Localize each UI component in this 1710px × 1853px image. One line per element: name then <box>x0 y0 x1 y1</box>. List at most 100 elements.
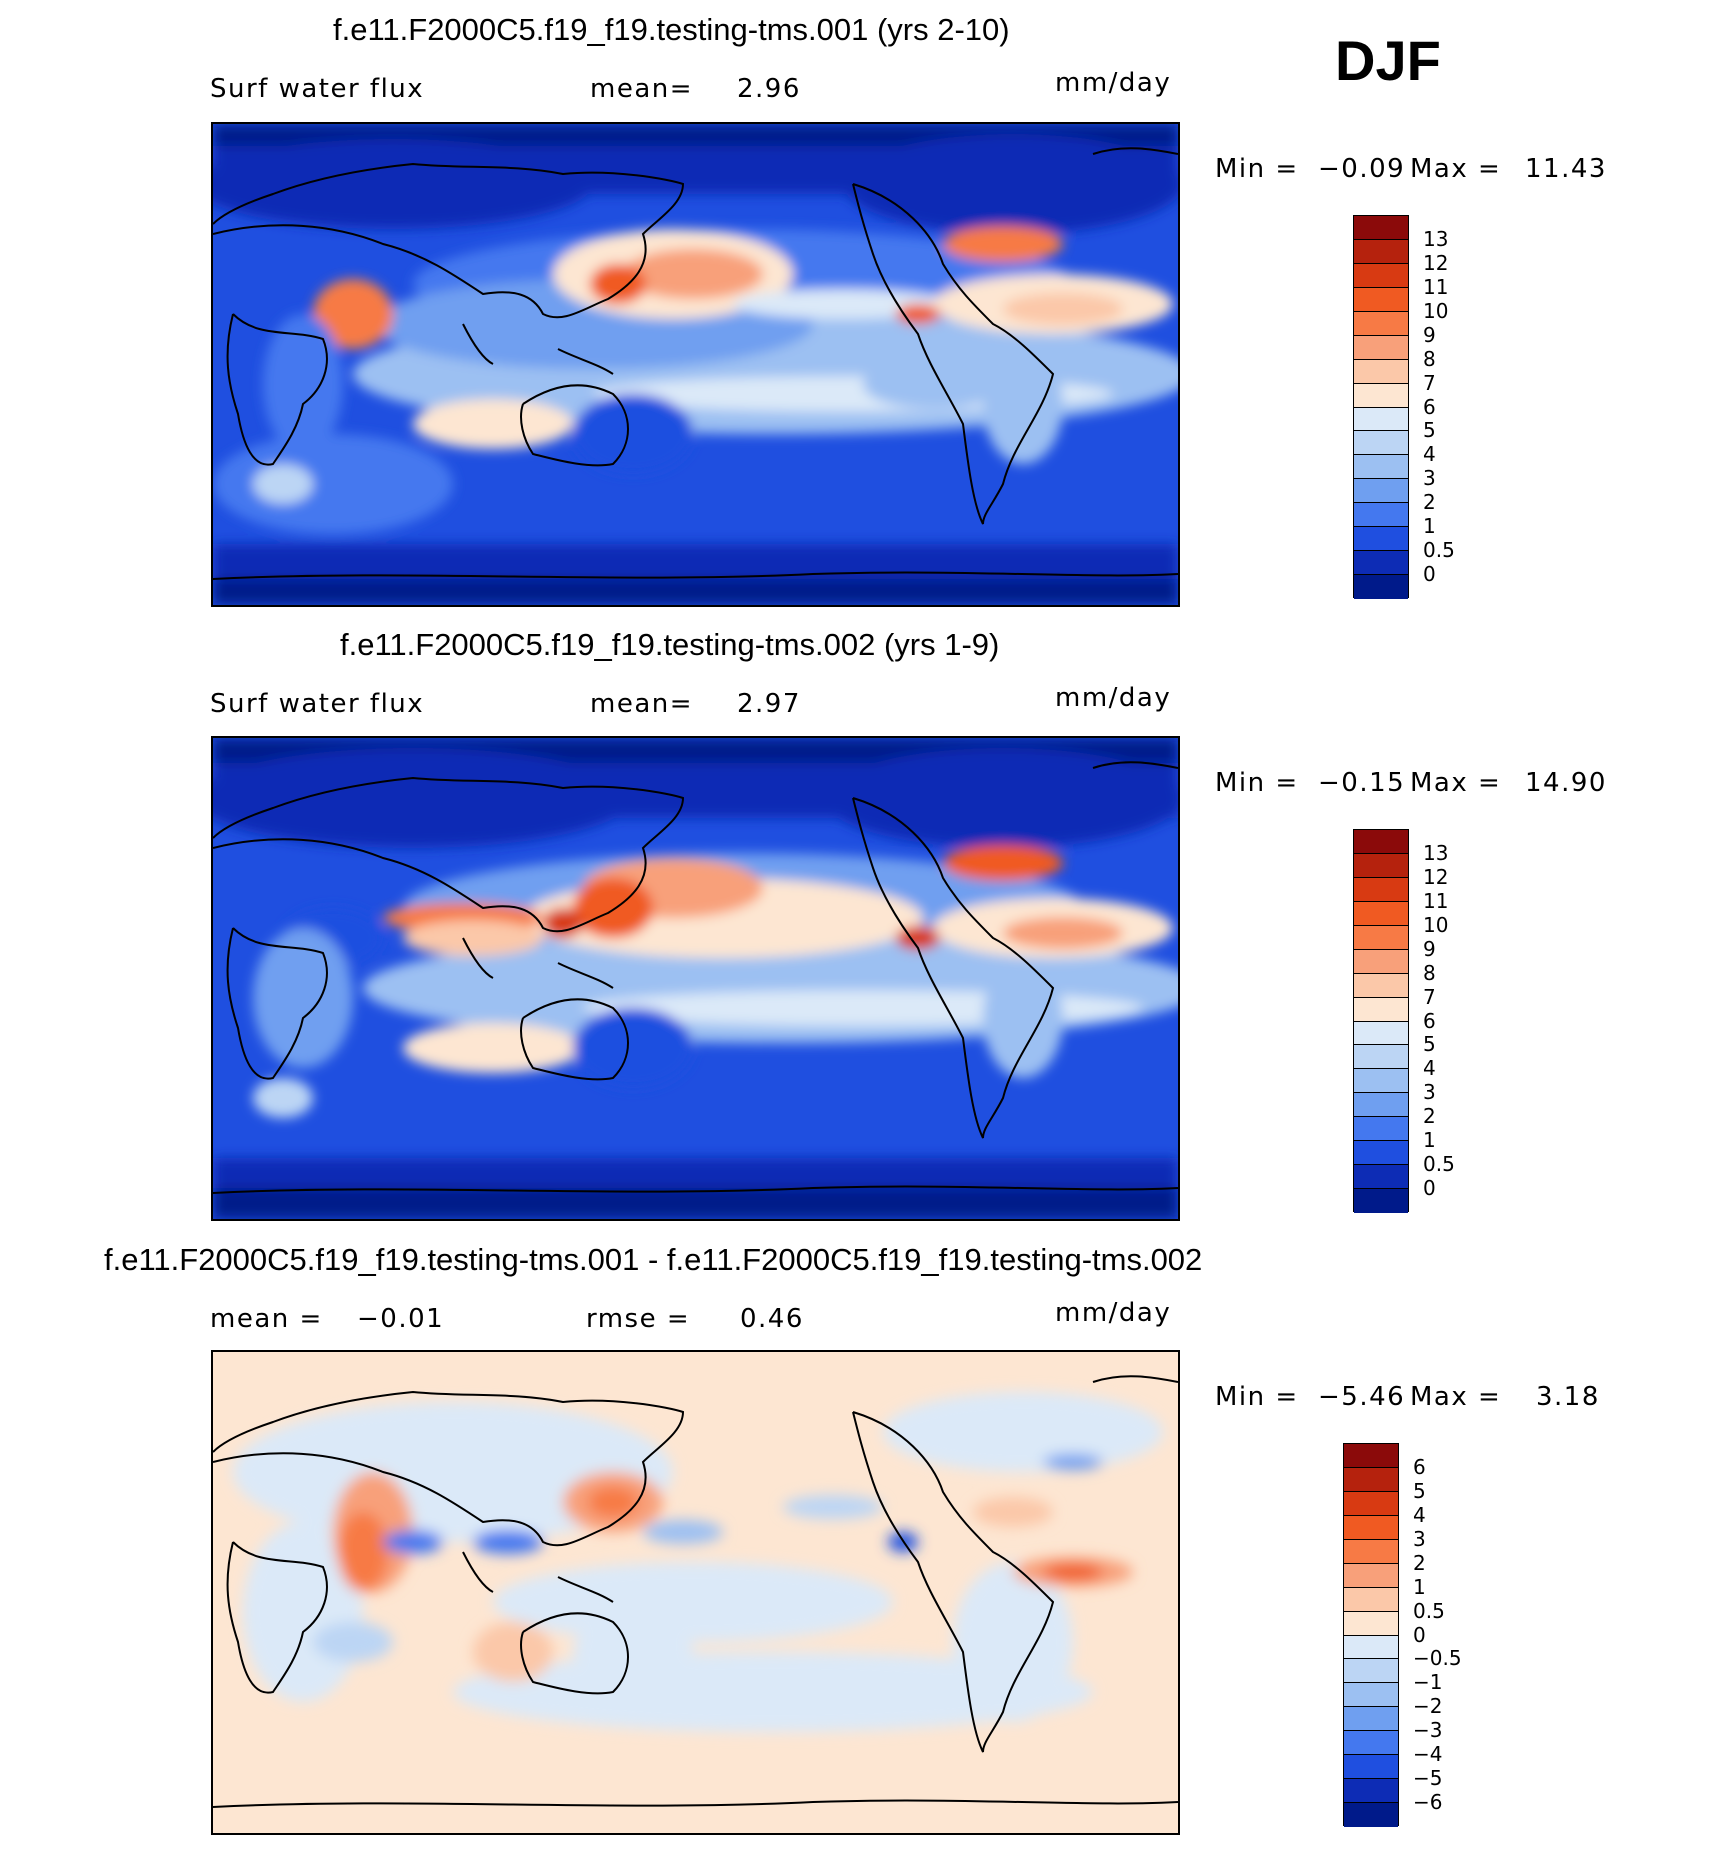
panel-3-colorbar-segment <box>1344 1683 1398 1708</box>
panel-3-colorbar-segment <box>1344 1515 1398 1540</box>
panel-2-colorbar-tick-label: 8 <box>1423 960 1436 985</box>
panel-3-rmse-label: rmse = <box>586 1304 691 1334</box>
panel-3-colorbar-segment <box>1344 1467 1398 1492</box>
panel-3-colorbar-segment <box>1344 1779 1398 1804</box>
panel-2-colorbar-tick-label: 7 <box>1423 984 1436 1009</box>
panel-1-colorbar <box>1353 215 1409 599</box>
panel-1-colorbar-segment <box>1354 479 1408 504</box>
panel-3-colorbar-segment <box>1344 1563 1398 1588</box>
panel-2-colorbar-tick-label: 4 <box>1423 1056 1436 1081</box>
panel-3-colorbar-tick-label: 1 <box>1413 1574 1426 1599</box>
panel-1-colorbar-tick-label: 11 <box>1423 274 1449 299</box>
panel-2-max-value: 14.90 <box>1525 768 1607 798</box>
panel-1-colorbar-segment <box>1354 335 1408 360</box>
panel-3-colorbar-tick-label: −6 <box>1413 1790 1443 1815</box>
panel-3-colorbar-segment <box>1344 1539 1398 1564</box>
panel-3-colorbar-tick-label: −3 <box>1413 1718 1443 1743</box>
panel-2-colorbar-segment <box>1354 1021 1408 1046</box>
panel-1-colorbar-segment <box>1354 311 1408 336</box>
panel-2-colorbar-tick-label: 5 <box>1423 1032 1436 1057</box>
panel-2-colorbar-segment <box>1354 973 1408 998</box>
panel-3-colorbar-segment <box>1344 1707 1398 1732</box>
panel-1-colorbar-tick-label: 2 <box>1423 490 1436 515</box>
panel-3-map <box>211 1350 1180 1835</box>
panel-1-colorbar-tick-label: 6 <box>1423 394 1436 419</box>
panel-2-coastlines <box>213 761 1178 1194</box>
panel-3-colorbar-tick-label: −5 <box>1413 1766 1443 1791</box>
panel-2-map-field <box>213 738 1178 1219</box>
panel-1-variable-label: Surf water flux <box>210 74 425 104</box>
panel-3-colorbar-segment <box>1344 1491 1398 1516</box>
panel-1-colorbar-segment <box>1354 383 1408 408</box>
panel-1-colorbar-tick-label: 12 <box>1423 250 1449 275</box>
panel-2-min-label: Min = <box>1215 768 1299 798</box>
panel-1-colorbar-segment <box>1354 216 1408 240</box>
panel-2-variable-label: Surf water flux <box>210 689 425 719</box>
panel-2-colorbar <box>1353 829 1409 1213</box>
panel-1-colorbar-segment <box>1354 551 1408 576</box>
panel-3-min-label: Min = <box>1215 1382 1299 1412</box>
panel-2-colorbar-segment <box>1354 949 1408 974</box>
panel-2-colorbar-tick-label: 6 <box>1423 1008 1436 1033</box>
panel-1-title: f.e11.F2000C5.f19_f19.testing-tms.001 (y… <box>333 12 1010 47</box>
panel-3-colorbar-segment <box>1344 1611 1398 1636</box>
panel-3-colorbar-tick-label: −4 <box>1413 1742 1443 1767</box>
panel-2-colorbar-segment <box>1354 1165 1408 1190</box>
panel-3-colorbar-tick-label: 2 <box>1413 1550 1426 1575</box>
panel-1-colorbar-tick-label: 8 <box>1423 346 1436 371</box>
panel-3-mean-value: −0.01 <box>357 1304 445 1334</box>
panel-3-colorbar-segment <box>1344 1755 1398 1780</box>
panel-1-colorbar-tick-label: 3 <box>1423 466 1436 491</box>
panel-1-colorbar-tick-label: 13 <box>1423 226 1449 251</box>
panel-2-colorbar-tick-label: 3 <box>1423 1080 1436 1105</box>
panel-3-mean-label: mean = <box>210 1304 323 1334</box>
panel-3-colorbar <box>1343 1443 1399 1827</box>
panel-2-mean-value: 2.97 <box>737 689 801 719</box>
panel-1-min-label: Min = <box>1215 154 1299 184</box>
panel-1-map-field <box>213 124 1178 605</box>
panel-2-colorbar-segment <box>1354 901 1408 926</box>
panel-3-units: mm/day <box>1055 1298 1172 1328</box>
panel-1-colorbar-tick-label: 4 <box>1423 442 1436 467</box>
panel-3-coastlines <box>213 1375 1178 1808</box>
panel-1-coastlines <box>213 147 1178 580</box>
panel-3-colorbar-tick-label: 0.5 <box>1413 1598 1445 1623</box>
panel-2-colorbar-segment <box>1354 830 1408 854</box>
panel-2-colorbar-segment <box>1354 1093 1408 1118</box>
panel-3-map-field <box>213 1375 1178 1808</box>
panel-1-colorbar-tick-label: 0 <box>1423 562 1436 587</box>
panel-2-colorbar-segment <box>1354 925 1408 950</box>
panel-3-colorbar-tick-label: −0.5 <box>1413 1646 1462 1671</box>
panel-1-colorbar-segment <box>1354 455 1408 480</box>
panel-2-colorbar-segment <box>1354 997 1408 1022</box>
panel-3-colorbar-tick-label: 5 <box>1413 1478 1426 1503</box>
panel-1-map <box>211 122 1180 607</box>
panel-3-colorbar-segment <box>1344 1635 1398 1660</box>
season-label: DJF <box>1335 29 1441 92</box>
panel-1-colorbar-segment <box>1354 407 1408 432</box>
panel-3-colorbar-segment <box>1344 1587 1398 1612</box>
panel-2-map <box>211 736 1180 1221</box>
panel-1-colorbar-segment <box>1354 431 1408 456</box>
panel-3-colorbar-segment <box>1344 1444 1398 1468</box>
panel-1-colorbar-segment <box>1354 575 1408 599</box>
panel-2-colorbar-tick-label: 9 <box>1423 936 1436 961</box>
panel-2-colorbar-segment <box>1354 1141 1408 1166</box>
panel-3-colorbar-segment <box>1344 1731 1398 1756</box>
panel-2-colorbar-segment <box>1354 1045 1408 1070</box>
panel-2-colorbar-tick-label: 10 <box>1423 912 1449 937</box>
panel-1-colorbar-segment <box>1354 239 1408 264</box>
panel-1-colorbar-tick-label: 0.5 <box>1423 538 1455 563</box>
panel-2-colorbar-segment <box>1354 1189 1408 1213</box>
panel-2-colorbar-tick-label: 0.5 <box>1423 1152 1455 1177</box>
panel-1-colorbar-tick-label: 9 <box>1423 322 1436 347</box>
panel-3-max-label: Max = <box>1410 1382 1502 1412</box>
panel-3-colorbar-tick-label: 3 <box>1413 1526 1426 1551</box>
panel-3-colorbar-tick-label: 6 <box>1413 1454 1426 1479</box>
panel-1-colorbar-segment <box>1354 287 1408 312</box>
panel-3-min-value: −5.46 <box>1318 1382 1406 1412</box>
panel-3-colorbar-segment <box>1344 1803 1398 1827</box>
panel-2-mean-label: mean= <box>590 689 694 719</box>
panel-2-colorbar-tick-label: 2 <box>1423 1104 1436 1129</box>
panel-3-colorbar-tick-label: −1 <box>1413 1670 1443 1695</box>
